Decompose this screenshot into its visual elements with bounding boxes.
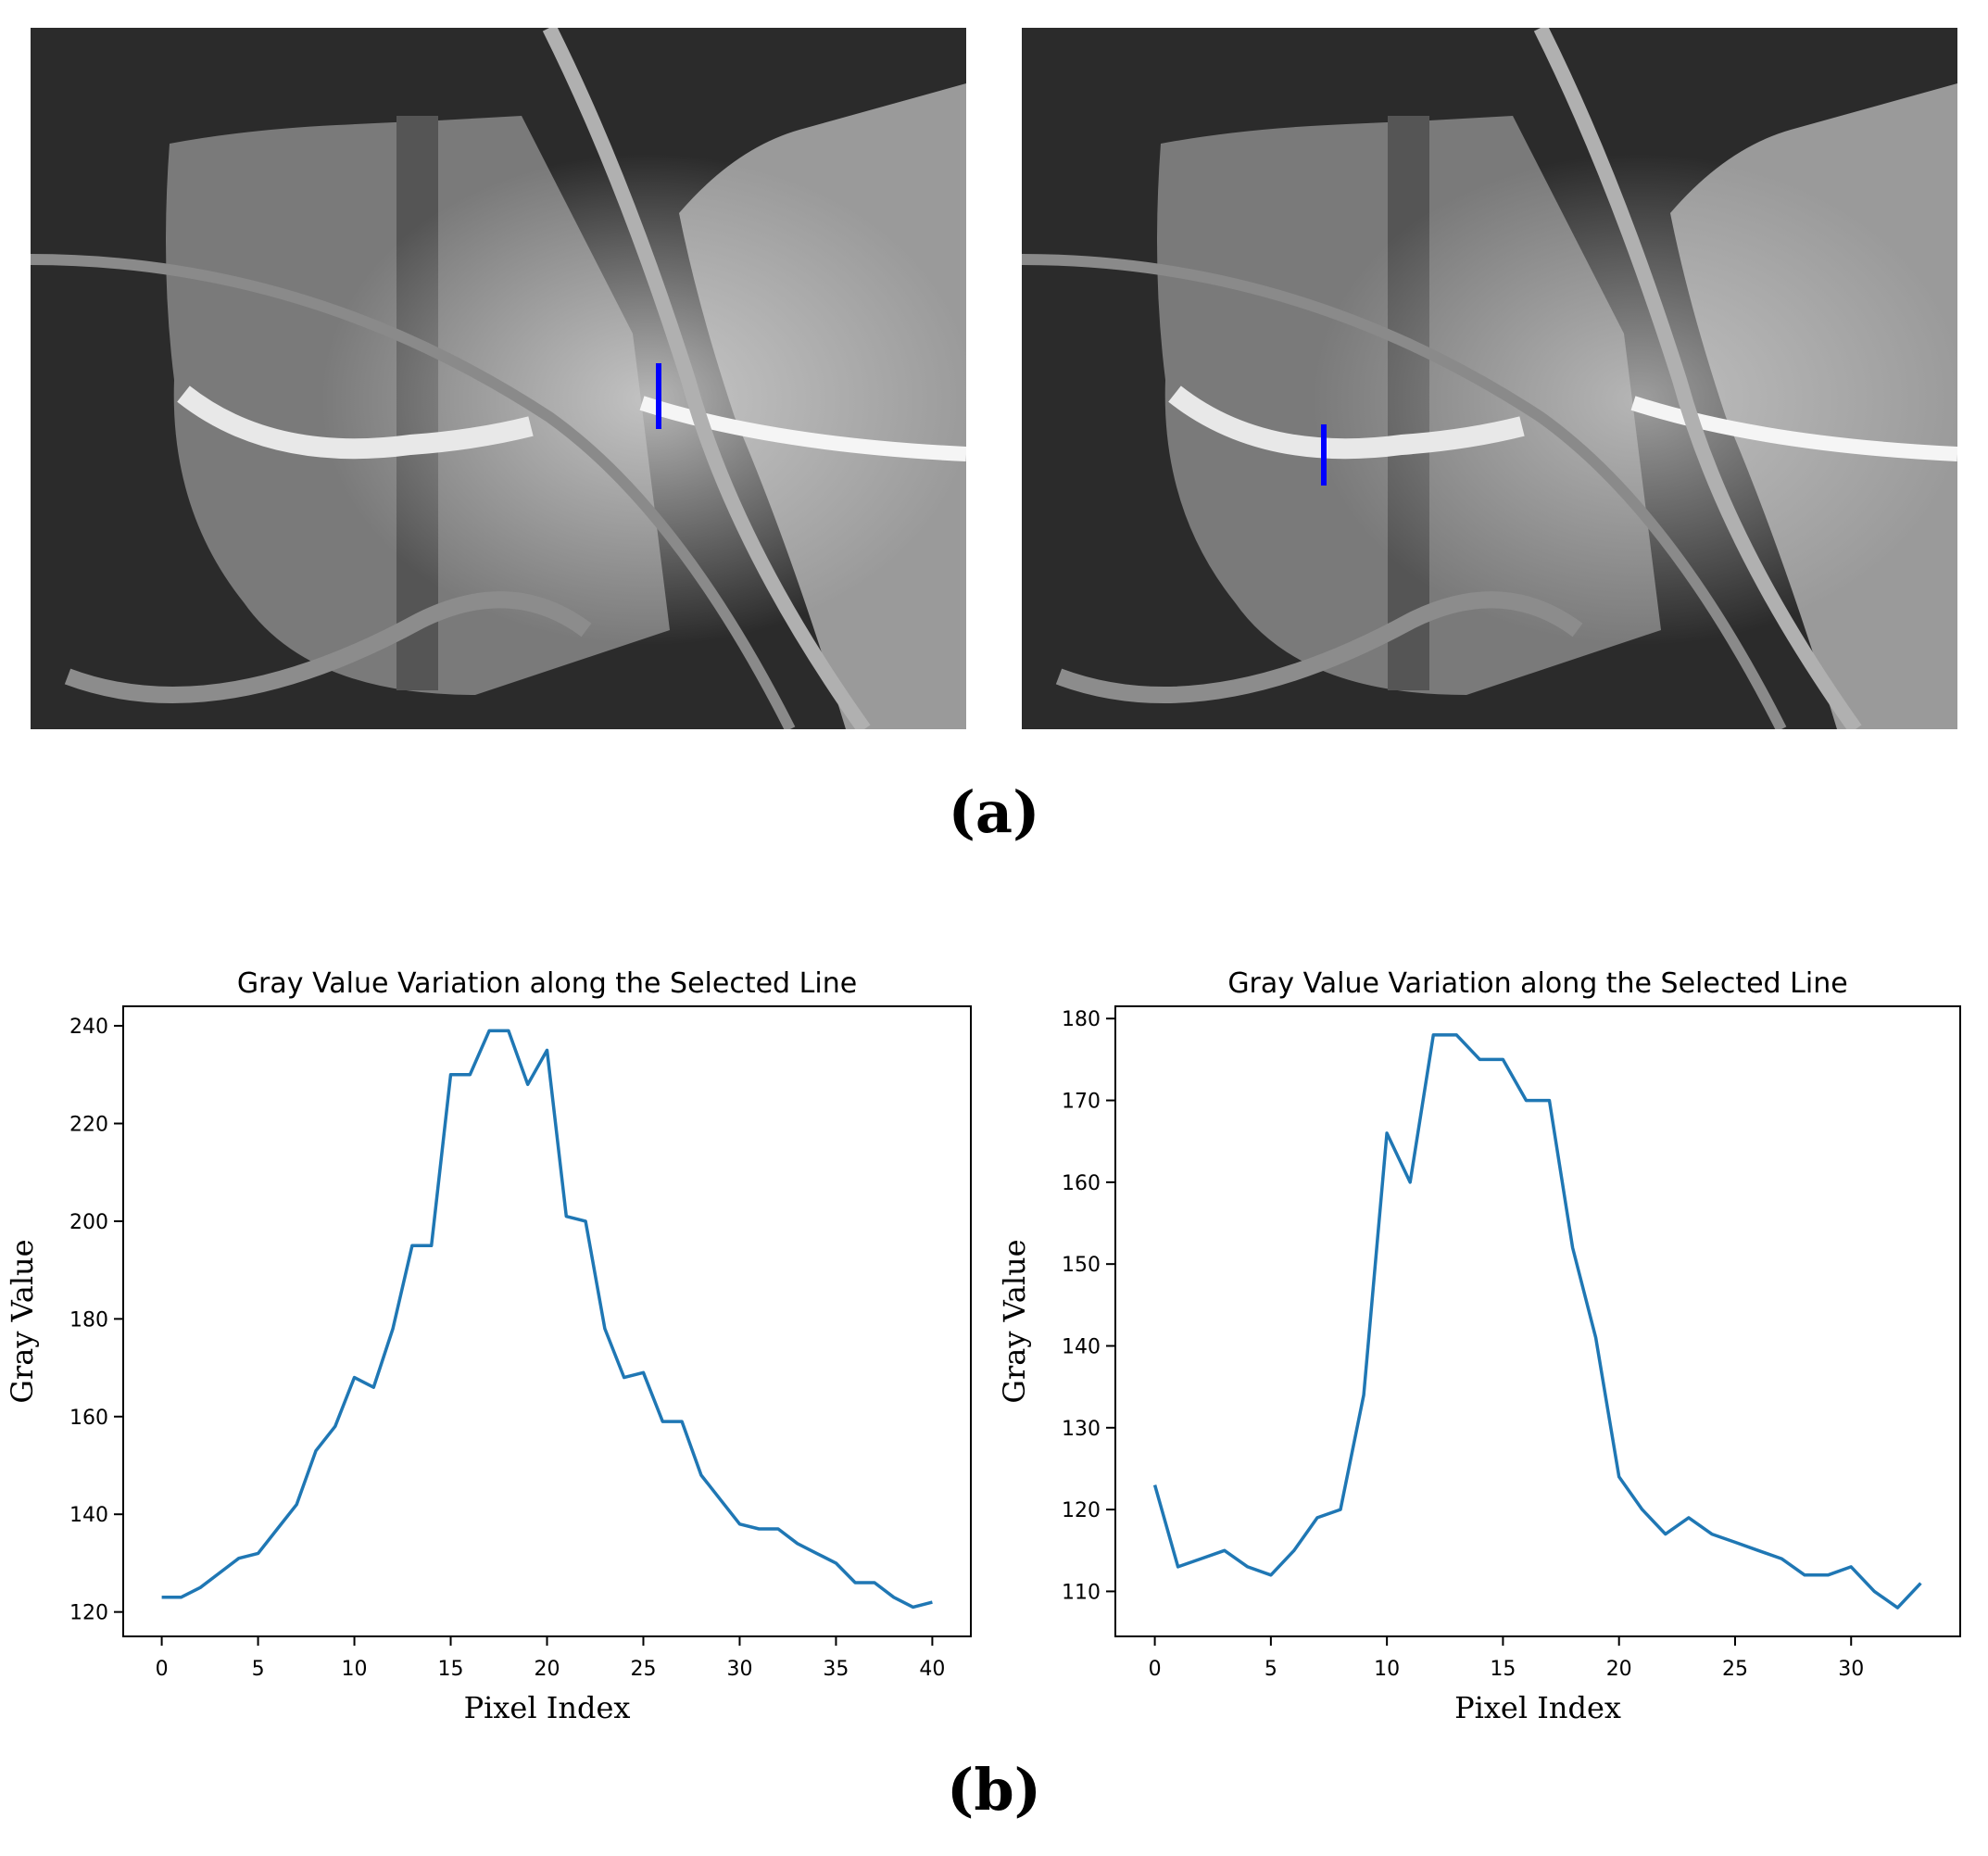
chart-1-x-tick-label: 0 <box>156 1658 169 1681</box>
chart-1-y-tick-label: 200 <box>69 1211 108 1234</box>
chart-1-frame <box>122 1005 972 1637</box>
chart-2-ylabel: Gray Value <box>997 1239 1032 1403</box>
chart-1-y-tick-label: 140 <box>69 1504 108 1527</box>
chart-2-x-tick-label: 5 <box>1265 1658 1277 1681</box>
photo-left-image <box>31 28 966 729</box>
chart-2-y-tick-label: 110 <box>1062 1581 1101 1604</box>
chart-2-y-tick-label: 130 <box>1062 1418 1101 1441</box>
chart-2-x-tick-label: 20 <box>1606 1658 1632 1681</box>
chart-2-y-tick-label: 160 <box>1062 1172 1101 1195</box>
chart-1-x-tick-label: 20 <box>535 1658 560 1681</box>
photo-right <box>1022 28 1957 729</box>
chart-2-x-tick-label: 25 <box>1722 1658 1748 1681</box>
chart-1-ylabel: Gray Value <box>5 1239 40 1403</box>
chart-1-x-tick-label: 30 <box>726 1658 752 1681</box>
chart-1-x-tick-label: 40 <box>919 1658 945 1681</box>
chart-2-x-tick-label: 15 <box>1490 1658 1516 1681</box>
chart-2-x-tick-label: 0 <box>1149 1658 1162 1681</box>
chart-1-xlabel: Pixel Index <box>464 1690 631 1725</box>
chart-1-x-tick-label: 15 <box>438 1658 464 1681</box>
chart-1-x-tick-label: 5 <box>252 1658 265 1681</box>
panel-b-label: (b) <box>946 1756 1042 1824</box>
chart-1-y-tick-label: 120 <box>69 1602 108 1625</box>
chart-1-x-tick-label: 35 <box>823 1658 849 1681</box>
chart-2-x-tick-label: 30 <box>1838 1658 1864 1681</box>
chart-1-y-tick-label: 160 <box>69 1407 108 1430</box>
chart-2-frame <box>1114 1005 1961 1637</box>
chart-1-x-tick-label: 25 <box>630 1658 656 1681</box>
chart-2-y-tick-label: 180 <box>1062 1008 1101 1031</box>
photo-left <box>31 28 966 729</box>
chart-1-series-line <box>161 1029 933 1610</box>
chart-1-y-tick-label: 240 <box>69 1016 108 1039</box>
chart-2-title: Gray Value Variation along the Selected … <box>1227 967 1847 1000</box>
chart-2-y-tick-label: 140 <box>1062 1335 1101 1358</box>
chart-1-x-tick-label: 10 <box>342 1658 368 1681</box>
panel-a-label: (a) <box>948 778 1040 846</box>
chart-2-y-tick-label: 120 <box>1062 1499 1101 1522</box>
chart-1-title: Gray Value Variation along the Selected … <box>237 967 857 1000</box>
chart-2-y-tick-label: 150 <box>1062 1254 1101 1277</box>
chart-2-series-line <box>1152 1033 1922 1610</box>
photo-right-image <box>1022 28 1957 729</box>
chart-1-y-tick-label: 220 <box>69 1114 108 1137</box>
chart-2-xlabel: Pixel Index <box>1454 1690 1621 1725</box>
chart-2-x-tick-label: 10 <box>1374 1658 1400 1681</box>
chart-2-y-tick-label: 170 <box>1062 1091 1101 1114</box>
chart-1-y-tick-label: 180 <box>69 1308 108 1332</box>
